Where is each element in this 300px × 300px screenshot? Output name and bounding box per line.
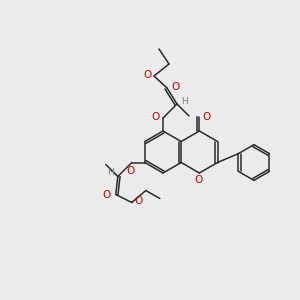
Text: H: H — [107, 168, 114, 177]
Text: O: O — [135, 196, 143, 206]
Text: O: O — [202, 112, 211, 122]
Text: O: O — [127, 166, 135, 176]
Text: O: O — [143, 70, 151, 80]
Text: O: O — [172, 82, 180, 92]
Text: O: O — [103, 190, 111, 200]
Text: O: O — [194, 175, 202, 185]
Text: O: O — [152, 112, 160, 122]
Text: H: H — [181, 98, 188, 106]
